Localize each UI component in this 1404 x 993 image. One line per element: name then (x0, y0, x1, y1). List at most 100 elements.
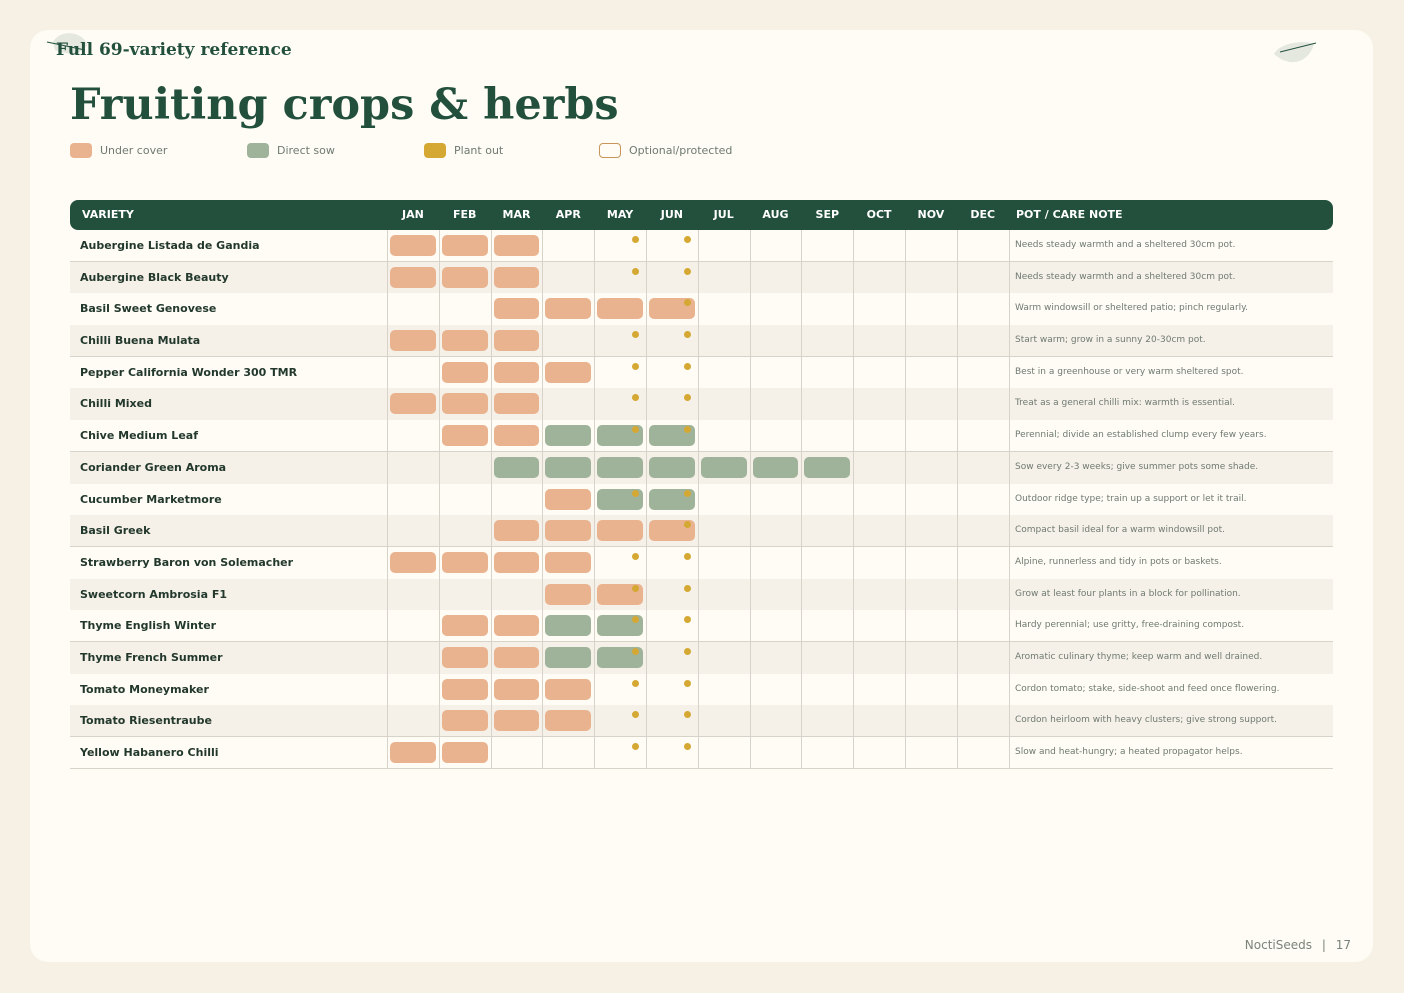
under-cover-bar (493, 615, 540, 637)
grid-line (490, 673, 492, 706)
grid-line (749, 388, 751, 421)
plant-out-dot (631, 711, 639, 719)
grid-line (490, 483, 492, 516)
variety-name: Chilli Buena Mulata (80, 334, 201, 348)
grid-line (853, 451, 855, 484)
grid-line (542, 546, 544, 579)
legend-label: Optional/protected (629, 144, 733, 157)
grid-line (905, 230, 906, 261)
plant-out-dot (683, 331, 691, 339)
grid-line (956, 230, 958, 261)
column-header-variety: VARIETY (82, 208, 134, 221)
grid-line (956, 641, 958, 674)
under-cover-bar (597, 583, 643, 605)
legend: Under cover Direct sow Plant out Optional/p… (70, 143, 870, 161)
care-note: Treat as a general chilli mix: warmth is… (1015, 398, 1236, 409)
legend-label: Under cover (100, 144, 168, 157)
under-cover-bar (493, 298, 540, 320)
grid-line (1008, 293, 1010, 326)
under-cover-bar (441, 615, 488, 637)
plant-out-dot (683, 267, 691, 275)
grid-line (490, 420, 492, 451)
grid-line (956, 356, 958, 389)
grid-line (1008, 483, 1010, 516)
grid-line (801, 705, 803, 736)
under-cover-bar (493, 393, 540, 415)
variety-name: Tomato Moneymaker (80, 682, 209, 696)
variety-name: Aubergine Listada de Gandia (80, 239, 260, 252)
grid-line (646, 230, 647, 261)
grid-line (387, 325, 388, 356)
direct-sow-bar (597, 456, 643, 478)
grid-line (438, 673, 440, 706)
grid-line (905, 420, 906, 451)
grid-line (646, 546, 647, 579)
grid-line (801, 546, 803, 579)
direct-sow-bar (597, 425, 643, 447)
plant-out-dot (631, 236, 639, 243)
legend-swatch-direct (247, 143, 269, 158)
plant-out-dot (631, 647, 639, 655)
grid-line (646, 356, 647, 389)
grid-line (1008, 737, 1010, 768)
grid-line (438, 451, 440, 484)
care-note: Compact basil ideal for a warm windowsil… (1015, 525, 1225, 536)
grid-line (853, 610, 855, 641)
under-cover-bar (390, 266, 436, 288)
grid-line (490, 293, 492, 326)
grid-line (438, 546, 440, 579)
variety-name: Aubergine Black Beauty (80, 270, 229, 284)
legend-item-direct: Direct sow (247, 143, 335, 158)
grid-line (697, 230, 699, 261)
grid-line (594, 388, 596, 421)
grid-line (490, 610, 492, 641)
grid-line (697, 325, 699, 356)
plant-out-dot (683, 584, 691, 592)
under-cover-bar (493, 330, 540, 352)
grid-line (749, 420, 751, 451)
table-row: Sweetcorn Ambrosia F1 Grow at least four … (70, 578, 1333, 611)
variety-name: Basil Greek (80, 524, 151, 538)
column-header-nov: NOV (917, 208, 945, 221)
column-header-sep: SEP (815, 208, 840, 221)
table-body: Aubergine Listada de Gandia Needs steady … (70, 230, 1333, 769)
grid-line (594, 420, 596, 451)
grid-line (387, 293, 388, 326)
grid-line (438, 737, 440, 768)
grid-line (387, 483, 388, 516)
under-cover-bar (441, 330, 488, 352)
grid-line (1008, 325, 1010, 356)
table-row: Strawberry Baron von Solemacher Alpine, r… (70, 546, 1333, 579)
under-cover-bar (390, 330, 436, 352)
variety-name: Tomato Riesentraube (80, 714, 212, 728)
grid-line (594, 356, 596, 389)
grid-line (749, 705, 751, 736)
grid-line (801, 261, 803, 294)
grid-line (697, 737, 699, 768)
legend-swatch-under (70, 143, 92, 158)
column-header-may: MAY (606, 208, 634, 221)
variety-name: Yellow Habanero Chilli (80, 746, 219, 759)
direct-sow-bar (649, 456, 695, 478)
grid-line (387, 388, 388, 421)
grid-line (697, 420, 699, 451)
grid-line (749, 261, 751, 294)
sowing-calendar-table: VARIETY POT / CARE NOTE JAN FEB MAR APR MAY J… (70, 200, 1333, 769)
grid-line (438, 610, 440, 641)
grid-line (801, 451, 803, 484)
grid-line (697, 515, 699, 546)
grid-line (853, 641, 855, 674)
grid-line (542, 515, 544, 546)
plant-out-dot (631, 552, 639, 560)
grid-line (697, 483, 699, 516)
under-cover-bar (545, 488, 592, 510)
grid-line (438, 356, 440, 389)
grid-line (697, 673, 699, 706)
grid-line (542, 420, 544, 451)
grid-line (646, 420, 647, 451)
grid-line (905, 293, 906, 326)
grid-line (387, 737, 388, 768)
grid-line (646, 578, 647, 611)
direct-sow-bar (649, 488, 695, 510)
column-header-dec: DEC (970, 208, 996, 221)
